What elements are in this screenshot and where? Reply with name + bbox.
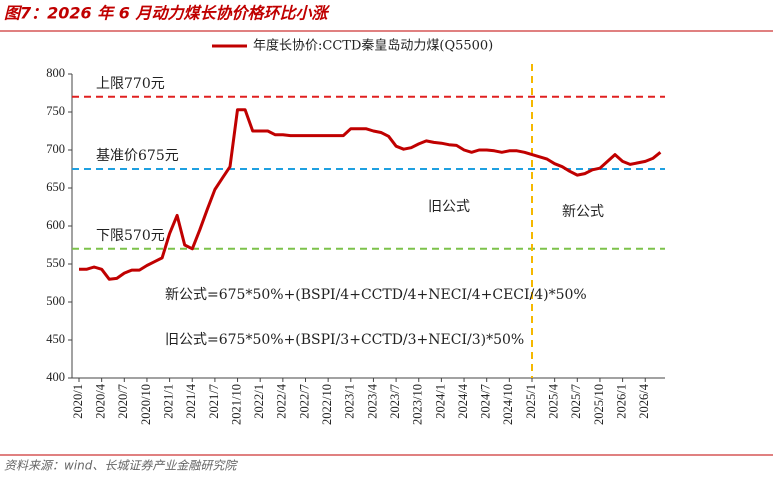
- x-tick-label: 2021/7: [207, 384, 221, 419]
- x-tick-label: 2024/7: [479, 384, 493, 419]
- x-tick-label: 2021/1: [161, 384, 175, 419]
- x-tick-label: 2022/4: [275, 383, 289, 418]
- x-tick-label: 2023/4: [365, 383, 379, 418]
- y-tick-label: 450: [46, 332, 65, 346]
- x-tick-label: 2021/4: [184, 383, 198, 418]
- y-tick-label: 600: [46, 218, 65, 232]
- x-tick-label: 2020/7: [116, 384, 130, 419]
- reference-label: 下限570元: [96, 228, 165, 244]
- reference-label: 基准价675元: [96, 147, 179, 164]
- x-tick-label: 2025/7: [569, 384, 583, 419]
- x-tick-label: 2024/4: [456, 383, 470, 418]
- x-tick-label: 2020/4: [94, 383, 108, 418]
- reference-label: 上限770元: [96, 76, 165, 92]
- series-line: [79, 108, 662, 281]
- annotation: 旧公式=675*50%+(BSPI/3+CCTD/3+NECI/3)*50%: [165, 332, 524, 348]
- x-tick-label: 2022/10: [320, 384, 334, 425]
- x-tick-label: 2026/1: [614, 384, 628, 419]
- legend-label: 年度长协价:CCTD秦皇岛动力煤(Q5500): [253, 38, 493, 54]
- x-tick-label: 2026/4: [637, 383, 651, 418]
- x-tick-label: 2025/1: [524, 384, 538, 419]
- y-tick-label: 800: [46, 66, 65, 80]
- x-tick-label: 2020/1: [71, 384, 85, 419]
- chart-title: 图7：2026 年 6 月动力煤长协价格环比小涨: [4, 4, 331, 23]
- y-tick-label: 700: [46, 142, 65, 156]
- x-tick-label: 2025/10: [592, 384, 606, 425]
- x-tick-label: 2023/7: [388, 384, 402, 419]
- x-tick-label: 2025/4: [547, 383, 561, 418]
- x-tick-label: 2022/1: [252, 384, 266, 419]
- y-tick-label: 650: [46, 180, 65, 194]
- annotation: 旧公式: [428, 199, 470, 215]
- x-tick-label: 2024/10: [501, 384, 515, 425]
- x-tick-label: 2020/10: [139, 384, 153, 425]
- x-tick-label: 2023/1: [343, 384, 357, 419]
- source: 资料来源：wind、长城证券产业金融研究院: [4, 459, 238, 473]
- y-tick-label: 500: [46, 294, 65, 308]
- annotation: 新公式=675*50%+(BSPI/4+CCTD/4+NECI/4+CECI/4…: [165, 287, 587, 303]
- y-tick-label: 400: [46, 370, 65, 384]
- x-tick-label: 2022/7: [297, 384, 311, 419]
- x-tick-label: 2021/10: [229, 384, 243, 425]
- annotation: 新公式: [562, 204, 604, 220]
- y-tick-label: 550: [46, 256, 65, 270]
- x-tick-label: 2023/10: [411, 384, 425, 425]
- y-tick-label: 750: [46, 104, 65, 118]
- x-tick-label: 2024/1: [433, 384, 447, 419]
